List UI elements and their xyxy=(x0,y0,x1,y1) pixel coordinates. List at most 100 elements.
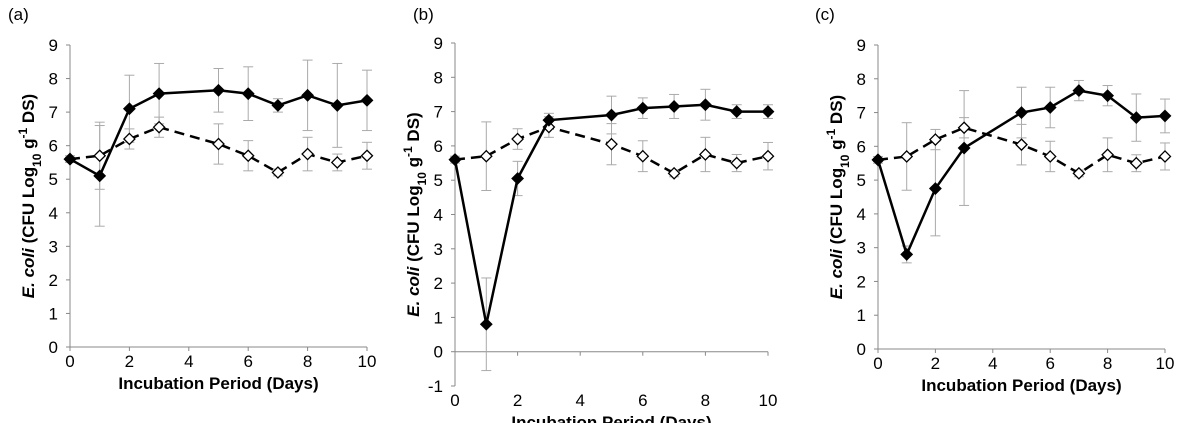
marker xyxy=(360,93,374,107)
x-tick-label: 4 xyxy=(575,391,584,410)
marker xyxy=(605,108,618,122)
y-tick-label: 0 xyxy=(857,340,866,359)
y-tick-label: 6 xyxy=(434,137,443,156)
marker xyxy=(152,87,166,101)
y-tick-label: 9 xyxy=(857,36,866,55)
marker xyxy=(212,137,225,151)
x-tick-label: 8 xyxy=(1103,354,1112,373)
y-tick-label: 6 xyxy=(49,137,58,156)
x-tick-label: 6 xyxy=(243,352,252,371)
marker xyxy=(957,141,971,155)
y-tick-label: 5 xyxy=(434,171,443,190)
marker xyxy=(301,88,315,102)
marker xyxy=(212,83,225,97)
x-tick-label: 0 xyxy=(450,391,459,410)
y-tick-label: 7 xyxy=(434,103,443,122)
marker xyxy=(636,101,650,115)
marker xyxy=(1129,111,1143,125)
marker xyxy=(122,102,136,116)
marker xyxy=(241,87,255,101)
y-tick-label: 2 xyxy=(434,274,443,293)
panel-label: (a) xyxy=(8,5,29,24)
y-axis-label-part: 10 xyxy=(30,153,44,167)
y-tick-label: 4 xyxy=(857,205,866,224)
y-axis-label-part: DS) xyxy=(827,95,846,129)
marker xyxy=(1129,156,1143,170)
y-axis-label-part: -1 xyxy=(401,146,415,157)
marker xyxy=(122,132,136,146)
series-line xyxy=(453,103,768,325)
marker xyxy=(928,133,942,146)
x-tick-label: 10 xyxy=(759,391,778,410)
y-tick-label: 6 xyxy=(857,137,866,156)
marker xyxy=(636,149,650,163)
marker xyxy=(1043,101,1057,114)
y-tick-label: 5 xyxy=(857,171,866,190)
series-line xyxy=(454,125,769,175)
panel-label: (b) xyxy=(413,5,434,24)
y-axis-label-part: 10 xyxy=(838,154,852,168)
y-axis-label-part: g xyxy=(19,138,38,153)
marker xyxy=(928,182,942,195)
y-axis-label-part: 10 xyxy=(415,172,429,186)
marker xyxy=(1015,138,1028,152)
marker xyxy=(93,149,107,163)
marker xyxy=(1072,166,1086,180)
marker xyxy=(1043,150,1057,163)
y-axis-label: E. coli (CFU Log10 g-1 DS) xyxy=(16,94,44,298)
marker xyxy=(871,153,885,167)
y-tick-label: 4 xyxy=(434,206,443,225)
x-tick-label: 6 xyxy=(1045,354,1054,373)
marker xyxy=(605,137,618,151)
y-tick-label: 8 xyxy=(49,70,58,89)
series-line xyxy=(69,125,368,174)
y-tick-label: 7 xyxy=(857,104,866,123)
y-tick-label: 1 xyxy=(434,308,443,327)
x-axis-label: Incubation Period (Days) xyxy=(118,374,318,393)
marker xyxy=(1101,89,1115,103)
marker xyxy=(957,121,971,135)
y-tick-label: 1 xyxy=(857,306,866,325)
x-tick-label: 2 xyxy=(513,391,522,410)
y-tick-label: 8 xyxy=(857,70,866,89)
x-tick-label: 8 xyxy=(303,352,312,371)
marker xyxy=(271,98,285,112)
marker xyxy=(63,152,77,166)
panel-label: (c) xyxy=(815,5,835,24)
y-axis-label-part: E. coli xyxy=(404,265,423,316)
marker xyxy=(448,153,462,167)
marker xyxy=(900,248,914,261)
series-line xyxy=(876,89,1166,259)
y-axis-label-part: g xyxy=(827,139,846,154)
series-line xyxy=(877,126,1166,175)
marker xyxy=(511,132,525,146)
marker xyxy=(1015,106,1028,119)
y-axis-label: E. coli (CFU Log10 g-1 DS) xyxy=(824,95,852,299)
y-tick-label: 3 xyxy=(434,240,443,259)
chart-panel: 0 1 2 3 4 5 6 7 8 9 0 2 4 6 8 10 Incubation Period (Days… xyxy=(815,5,1174,395)
marker xyxy=(761,105,775,119)
chart-panel: -1 0 1 2 3 4 5 6 7 8 9 0 2 4 6 8 10 Incubation Period (Da… xyxy=(401,5,777,423)
marker xyxy=(271,166,285,179)
marker xyxy=(479,317,493,331)
y-axis-label-part: (CFU Log xyxy=(19,167,38,248)
x-axis-label: Incubation Period (Days) xyxy=(921,376,1121,395)
marker xyxy=(542,113,556,127)
y-tick-label: 5 xyxy=(49,170,58,189)
y-axis-label-part: (CFU Log xyxy=(827,168,846,249)
x-tick-label: 8 xyxy=(701,391,710,410)
y-axis-label-part: -1 xyxy=(16,127,30,138)
x-tick-label: 2 xyxy=(931,354,940,373)
series-line xyxy=(69,89,368,178)
x-tick-label: 0 xyxy=(873,354,882,373)
y-axis-label-part: (CFU Log xyxy=(404,185,423,266)
marker xyxy=(761,149,775,163)
y-tick-label: 8 xyxy=(434,68,443,87)
y-axis-label-part: E. coli xyxy=(827,248,846,299)
marker xyxy=(511,172,525,185)
x-tick-label: 6 xyxy=(638,391,647,410)
marker xyxy=(1158,109,1172,123)
y-tick-label: 7 xyxy=(49,103,58,122)
y-tick-label: 2 xyxy=(49,271,58,290)
